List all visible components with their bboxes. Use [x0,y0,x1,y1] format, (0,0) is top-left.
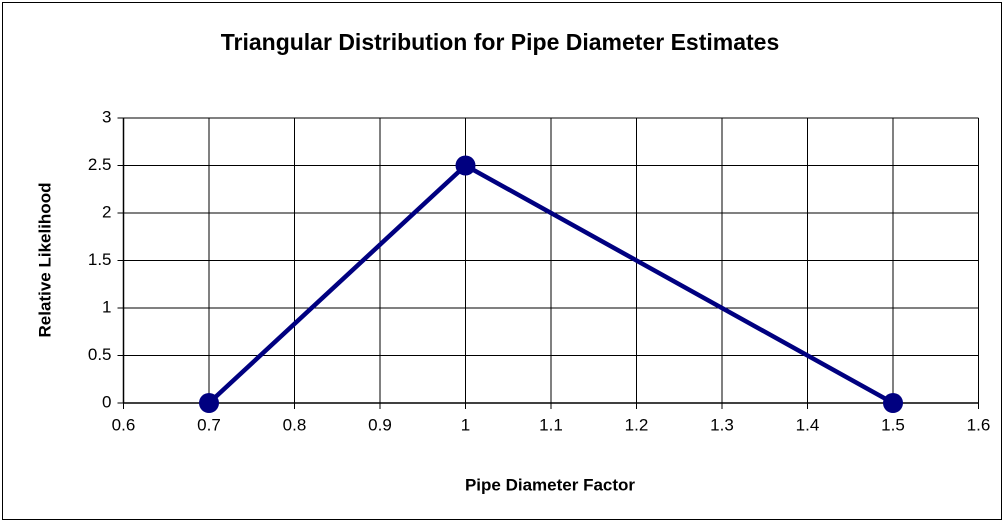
x-tick-label: 0.8 [283,415,307,434]
y-tick-label: 0 [102,392,111,411]
x-tick-label: 1.5 [881,415,905,434]
y-axis-title: Relative Likelihood [35,183,54,338]
x-tick-label: 1.2 [625,415,649,434]
y-tick-label: 2 [102,202,111,221]
x-tick-label: 1 [461,415,470,434]
y-tick-label: 2.5 [88,155,112,174]
y-tick-label: 3 [102,107,111,126]
y-tick-label: 0.5 [88,345,112,364]
y-tick-label: 1.5 [88,250,112,269]
x-tick-label: 0.6 [112,415,136,434]
x-tick-label: 0.7 [197,415,221,434]
x-axis-title: Pipe Diameter Factor [465,475,635,494]
data-point [455,155,476,176]
chart-title: Triangular Distribution for Pipe Diamete… [221,29,780,55]
y-tick-label: 1 [102,297,111,316]
x-tick-label: 1.3 [710,415,734,434]
x-tick-label: 1.6 [967,415,991,434]
x-tick-label: 0.9 [368,415,392,434]
data-point [883,393,903,413]
x-tick-label: 1.4 [796,415,820,434]
x-tick-label: 1.1 [539,415,563,434]
data-point [199,393,219,413]
